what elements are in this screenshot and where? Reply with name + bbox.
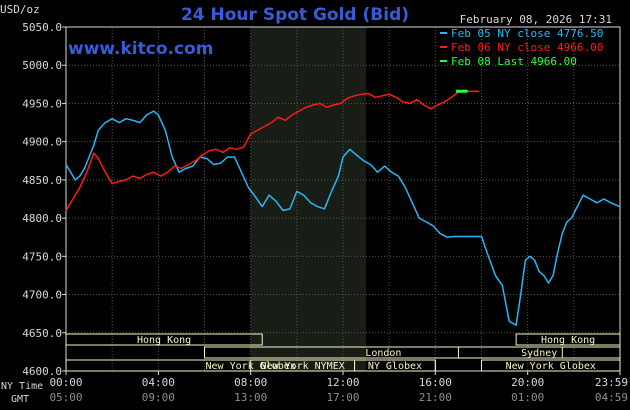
x-tick-label-ny: 00:00 — [49, 376, 82, 389]
series-line-2 — [65, 90, 480, 211]
y-tick-label: 4650.0 — [22, 327, 62, 340]
x-tick-label-gmt: 13:00 — [234, 391, 267, 404]
y-tick-label: 4950.0 — [22, 97, 62, 110]
legend-entry: Feb 08 Last 4966.00 — [451, 55, 577, 68]
chart-title: 24 Hour Spot Gold (Bid) — [181, 5, 409, 25]
y-tick-label: 4850.0 — [22, 174, 62, 187]
x-tick-label-gmt: 04:59 — [595, 391, 628, 404]
shaded-period — [250, 27, 367, 371]
session-label: Sydney — [521, 348, 557, 359]
session-bar — [65, 333, 263, 346]
x-tick-label-ny: 08:00 — [234, 376, 267, 389]
session-bar — [457, 346, 621, 359]
session-label: Hong Kong — [541, 335, 595, 346]
x-tick-label-gmt: 21:00 — [419, 391, 452, 404]
session-label: London — [365, 348, 401, 359]
y-axis-label: USD/oz — [0, 3, 40, 16]
session-bar — [354, 359, 436, 372]
gmt-label: GMT — [11, 394, 29, 405]
y-tick-label: 4800.0 — [22, 212, 62, 225]
x-tick-label-gmt: 05:00 — [49, 391, 82, 404]
legend-entry: Feb 06 NY close 4966.00 — [451, 41, 603, 54]
session-label: New York Globex — [506, 361, 596, 372]
watermark-url: www.kitco.com — [68, 39, 213, 59]
y-tick-label: 5050.0 — [22, 21, 62, 34]
session-bar — [204, 346, 563, 359]
y-tick-label: 4600.0 — [22, 365, 62, 378]
session-label: Hong Kong — [137, 335, 191, 346]
x-tick-label-ny: 16:00 — [419, 376, 452, 389]
x-tick-label-ny: 23:59 — [595, 376, 628, 389]
session-bar — [481, 359, 621, 372]
x-tick-label-gmt: 17:00 — [326, 391, 359, 404]
x-tick-label-ny: 12:00 — [326, 376, 359, 389]
timestamp: February 08, 2026 17:31 — [460, 13, 612, 26]
x-tick-label-ny: 20:00 — [511, 376, 544, 389]
ny-time-label: NY Time — [1, 381, 43, 392]
y-tick-label: 5000.0 — [22, 59, 62, 72]
legend-entry: Feb 05 NY close 4776.50 — [451, 27, 603, 40]
session-label: New York NYMEX — [260, 361, 344, 372]
session-bar — [515, 333, 621, 346]
y-tick-label: 4900.0 — [22, 136, 62, 149]
series-line-1 — [65, 110, 621, 326]
session-label: NY Globex — [368, 361, 422, 372]
x-tick-label-gmt: 09:00 — [142, 391, 175, 404]
x-tick-label-gmt: 01:00 — [511, 391, 544, 404]
y-tick-label: 4700.0 — [22, 289, 62, 302]
x-tick-label-ny: 04:00 — [142, 376, 175, 389]
y-tick-label: 4750.0 — [22, 250, 62, 263]
